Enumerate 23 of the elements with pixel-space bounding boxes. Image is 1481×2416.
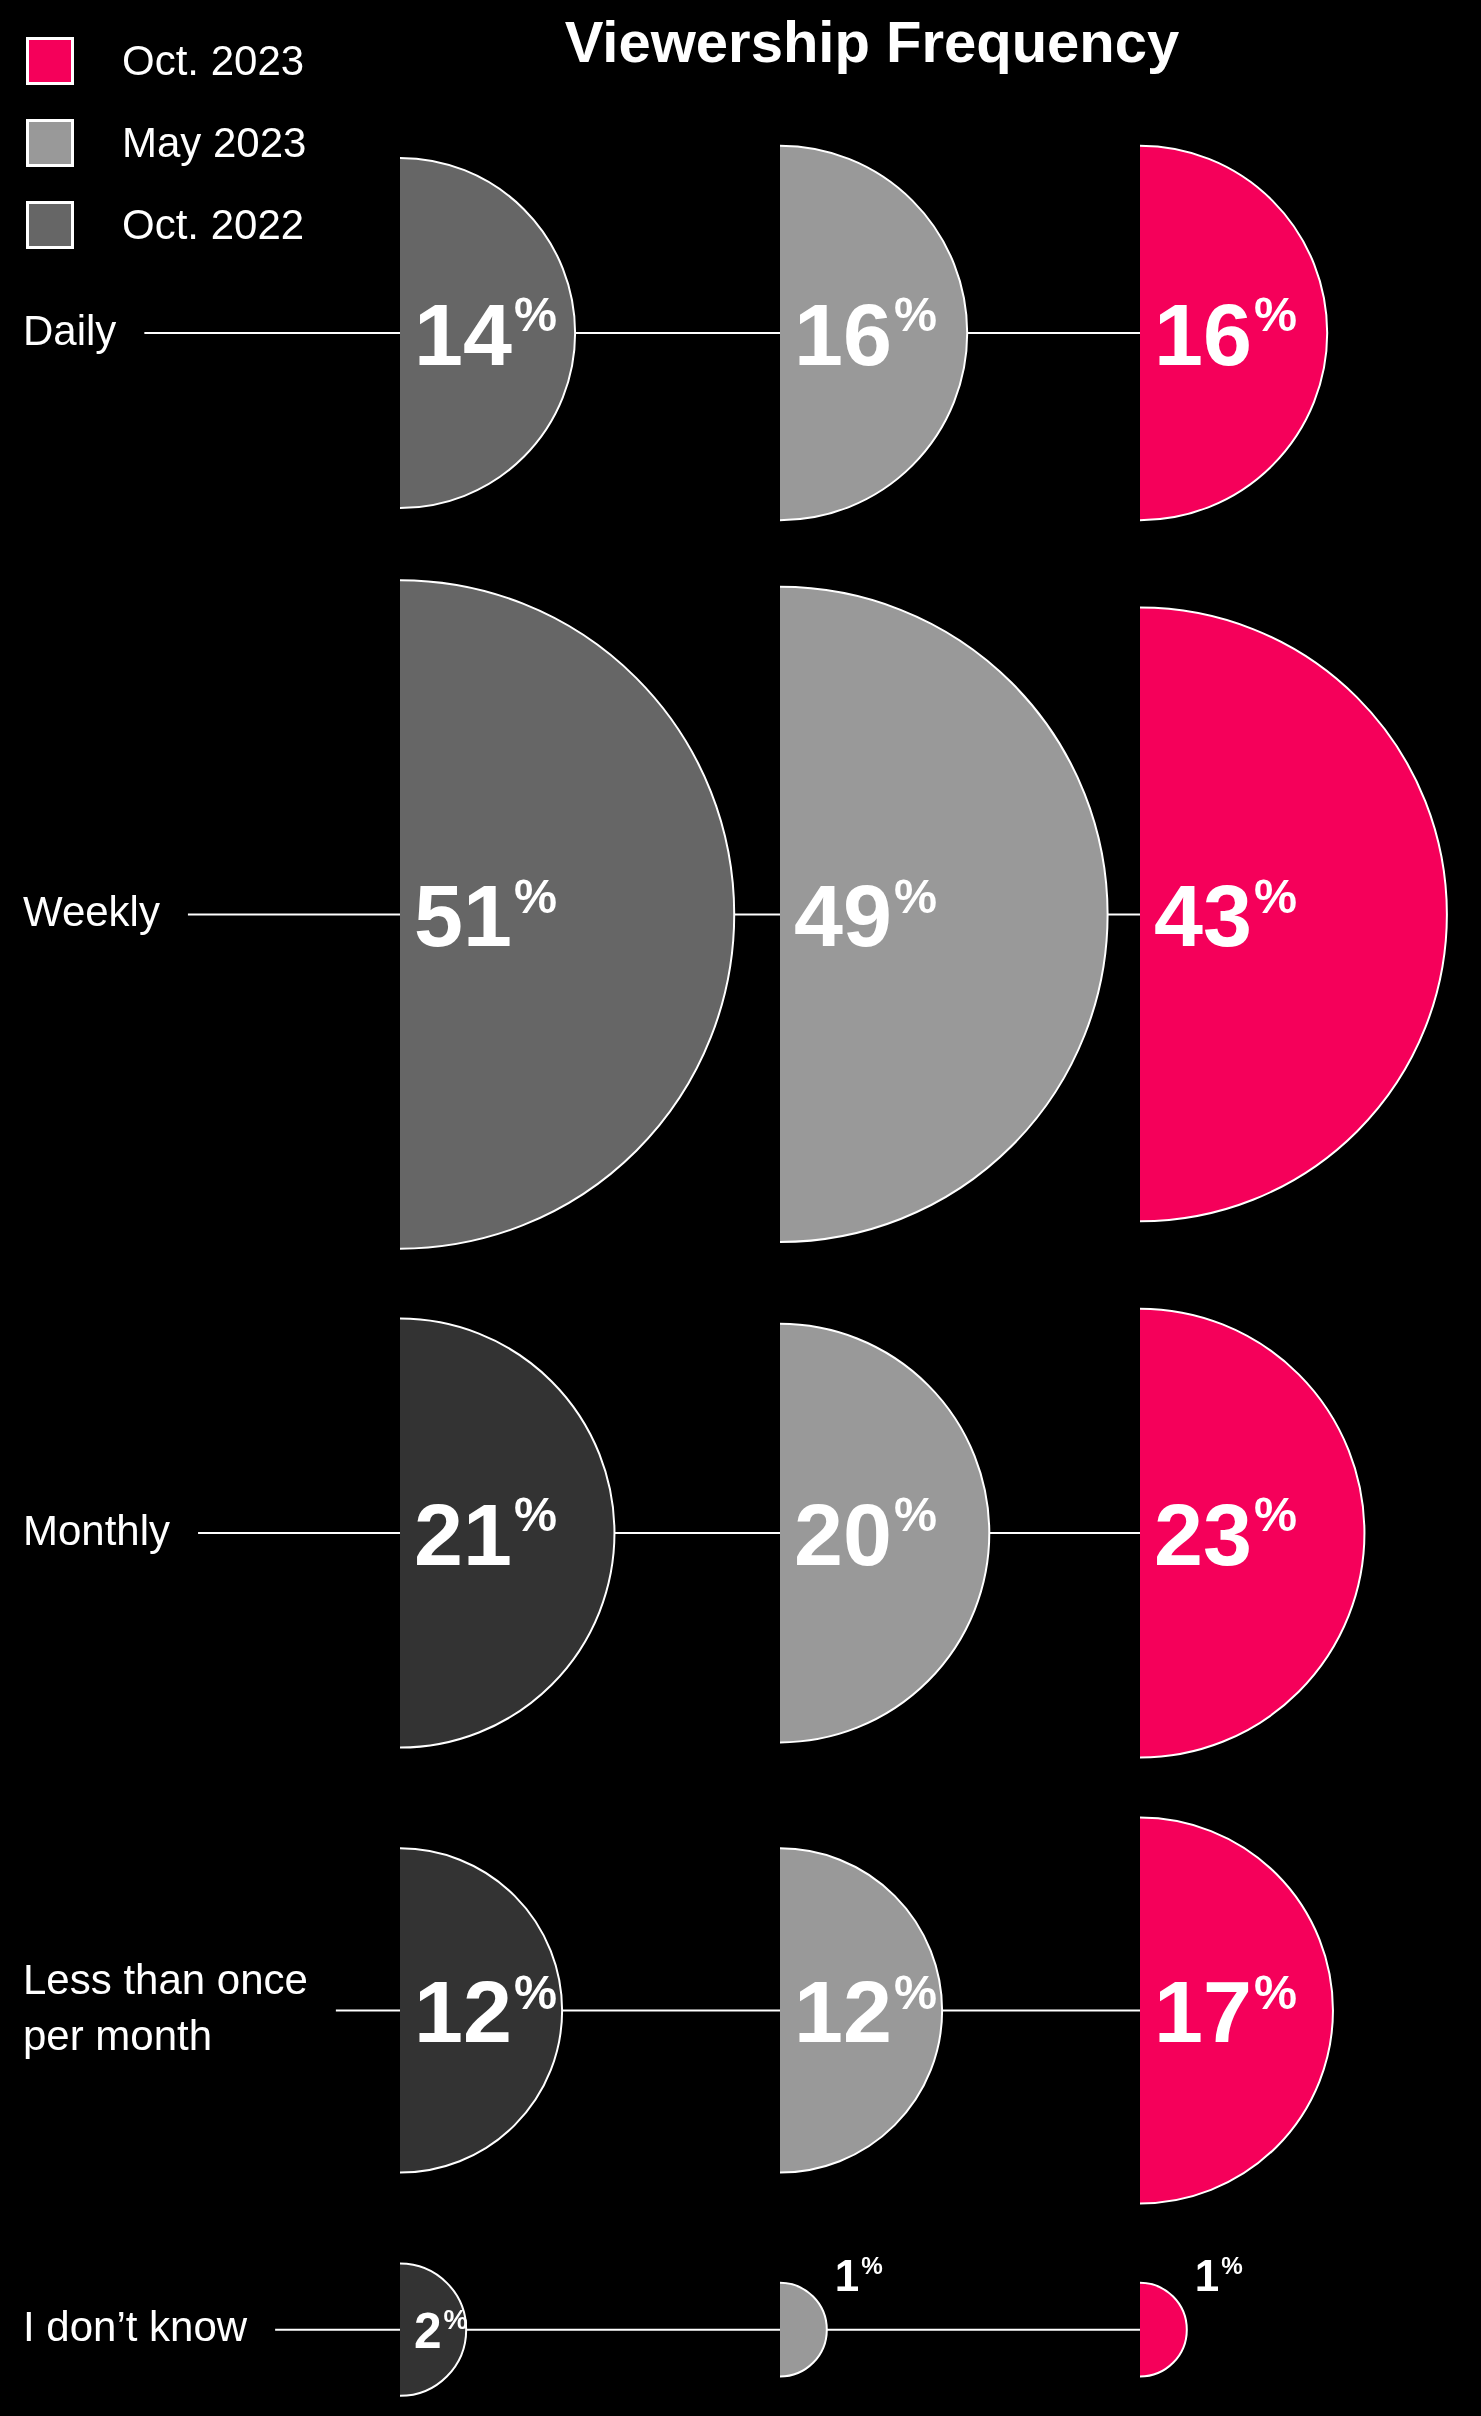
data-label: 49%	[794, 866, 937, 966]
data-label: 1%	[1194, 2250, 1243, 2300]
category-label: Weekly	[23, 888, 160, 935]
data-label: 12%	[414, 1962, 557, 2062]
data-label: 23%	[1154, 1484, 1297, 1584]
data-label: 14%	[414, 284, 557, 384]
category-label: I don’t know	[23, 2303, 248, 2351]
data-label: 51%	[414, 866, 557, 966]
text: Viewership Frequency	[564, 9, 1180, 74]
legend-label: Oct. 2023	[122, 37, 305, 85]
category-label: Less than once per month	[23, 1956, 308, 2060]
legend-label: May 2023	[122, 119, 307, 167]
data-label: 17%	[1154, 1962, 1297, 2062]
data-label: 16%	[1154, 284, 1297, 384]
category-label: Monthly	[23, 1506, 171, 1554]
data-label: 21%	[414, 1484, 557, 1584]
data-label: 43%	[1154, 866, 1297, 966]
category-label: Daily	[23, 306, 117, 354]
data-label: 1%	[834, 2250, 883, 2300]
data-label: 16%	[794, 284, 937, 384]
legend-label: Oct. 2022	[122, 201, 305, 249]
data-label: 20%	[794, 1484, 937, 1584]
data-label: 12%	[794, 1962, 937, 2062]
